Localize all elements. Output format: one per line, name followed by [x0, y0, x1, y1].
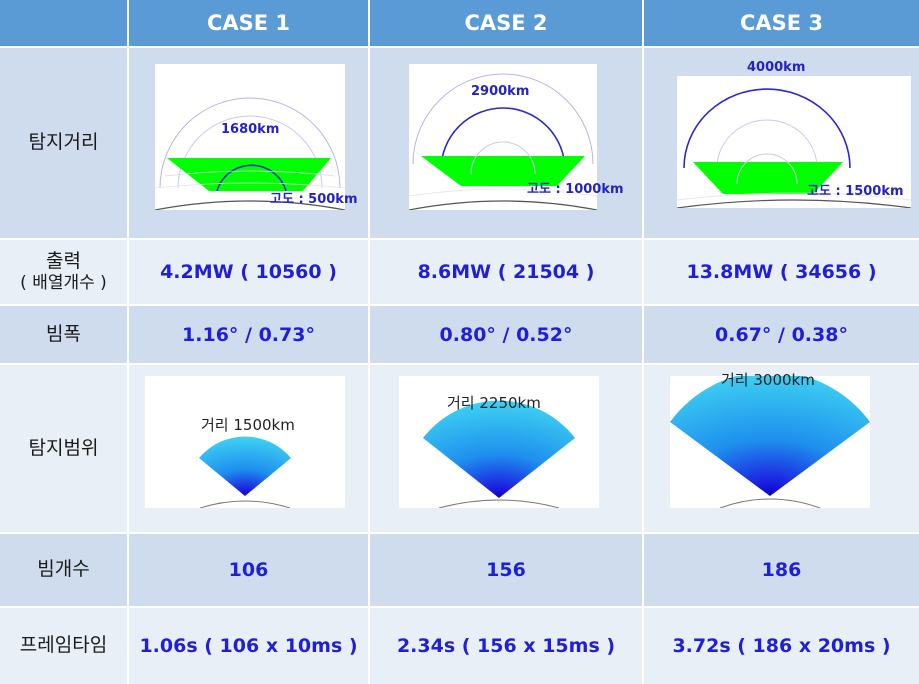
- altitude-guide-line: [164, 170, 336, 177]
- altitude-guide-line: [408, 188, 598, 197]
- detection-range-label-case-2: 2900km: [471, 84, 530, 99]
- power-case-1: 4.2MW ( 10560 ): [129, 240, 368, 304]
- header-case-2: CASE 2: [370, 0, 642, 46]
- earth-surface-arc: [408, 200, 598, 211]
- row-label-power: 출력 ( 배열개수 ): [0, 240, 127, 304]
- beamwidth-case-1: 1.16° / 0.73°: [129, 306, 368, 363]
- coverage-fan: [423, 400, 575, 498]
- coverage-fan: [670, 371, 870, 496]
- row-label-detection-distance: 탐지거리: [0, 48, 127, 238]
- row-label-beamwidth: 빔폭: [0, 306, 127, 363]
- coverage-fan-case-3-svg: [670, 371, 870, 509]
- beamwidth-case-2: 0.80° / 0.52°: [370, 306, 642, 363]
- altitude-label-case-3: 고도 : 1500km: [807, 184, 904, 199]
- coverage-region: [167, 158, 331, 191]
- earth-surface-arc: [438, 499, 560, 509]
- coverage-distance-case-1: 거리 1500km: [201, 416, 295, 434]
- power-case-2: 8.6MW ( 21504 ): [370, 240, 642, 304]
- detection-diagram-case-3-svg: [676, 88, 912, 209]
- header-case-1: CASE 1: [129, 0, 368, 46]
- power-label-line1: 출력: [46, 249, 81, 272]
- outer-range-arc: [412, 73, 594, 165]
- detection-diagram-case-3: 4000km 고도 : 1500km: [676, 60, 912, 209]
- altitude-label-case-2: 고도 : 1000km: [527, 182, 624, 197]
- altitude-label-case-1: 고도 : 500km: [270, 192, 358, 207]
- inner-range-arc: [177, 115, 323, 189]
- inner-range-arc: [736, 153, 798, 185]
- coverage-diagram-case-2: 거리 2250km: [399, 376, 599, 509]
- header-case-3: CASE 3: [644, 0, 919, 46]
- power-label-line2: ( 배열개수 ): [20, 273, 107, 294]
- coverage-fan-case-1-svg: [199, 436, 291, 509]
- detection-diagram-case-1: 1680km 고도 : 500km: [154, 64, 358, 211]
- detection-range-label-case-1: 1680km: [221, 122, 280, 137]
- beam-count-case-2: 156: [370, 534, 642, 606]
- detection-diagram-case-1-svg: [154, 97, 346, 211]
- detection-range-arc: [440, 107, 566, 171]
- beamwidth-case-3: 0.67° / 0.38°: [644, 306, 919, 363]
- frame-time-case-3: 3.72s ( 186 x 20ms ): [644, 608, 919, 684]
- coverage-diagram-case-3: [670, 371, 870, 509]
- beam-count-case-3: 186: [644, 534, 919, 606]
- coverage-distance-case-2: 거리 2250km: [447, 394, 541, 412]
- earth-surface-arc: [154, 200, 346, 211]
- row-label-frame-time: 프레임타임: [0, 608, 127, 684]
- frame-time-case-1: 1.06s ( 106 x 10ms ): [129, 608, 368, 684]
- detection-diagram-case-2-svg: [408, 73, 598, 211]
- detection-range-arc: [216, 164, 287, 192]
- power-case-3: 13.8MW ( 34656 ): [644, 240, 919, 304]
- coverage-region: [693, 162, 843, 194]
- frame-time-case-2: 2.34s ( 156 x 15ms ): [370, 608, 642, 684]
- coverage-fan: [199, 436, 291, 496]
- detection-diagram-case-2: 2900km 고도 : 1000km: [408, 64, 624, 211]
- altitude-guide-line: [154, 182, 346, 189]
- row-label-beam-count: 빔개수: [0, 534, 127, 606]
- coverage-diagram-case-1: 거리 1500km: [145, 376, 345, 509]
- altitude-guide-line: [676, 192, 912, 201]
- coverage-distance-case-3: 거리 3000km: [721, 371, 815, 389]
- inner-range-arc: [716, 119, 818, 169]
- earth-surface-arc: [199, 500, 291, 509]
- outer-range-arc: [159, 97, 341, 189]
- row-label-coverage: 탐지범위: [0, 365, 127, 532]
- beam-count-case-1: 106: [129, 534, 368, 606]
- inner-range-arc: [470, 141, 536, 175]
- coverage-region: [421, 156, 585, 186]
- earth-surface-arc: [719, 498, 821, 509]
- detection-range-label-case-3: 4000km: [747, 60, 806, 75]
- coverage-fan-case-2-svg: [423, 400, 575, 509]
- earth-surface-arc: [676, 199, 912, 209]
- detection-range-arc: [683, 88, 851, 169]
- header-corner: [0, 0, 127, 46]
